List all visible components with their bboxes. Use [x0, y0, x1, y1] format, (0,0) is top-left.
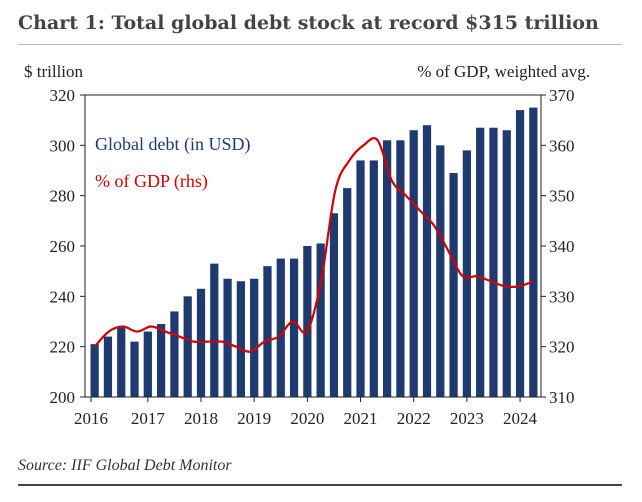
debt-bar	[117, 326, 126, 397]
labels-layer: $ trillion % of GDP, weighted avg. Global …	[24, 62, 590, 192]
debt-bar	[356, 160, 365, 397]
debt-bar	[515, 110, 525, 397]
bottom-divider	[18, 484, 622, 486]
x-tick-label: 2019	[237, 409, 271, 428]
debt-bar	[462, 150, 471, 397]
ticks-layer: 200 220 240 260 280 300 320 310 320 330 340 350 360 3…	[50, 86, 575, 428]
debt-bar	[170, 311, 179, 397]
debt-bar	[183, 296, 192, 397]
debt-bar	[489, 127, 498, 397]
debt-bar	[157, 324, 166, 397]
debt-bar	[316, 243, 325, 397]
left-tick-label: 320	[50, 86, 76, 105]
line-layer	[93, 137, 534, 353]
gdp-ratio-line	[93, 137, 534, 353]
debt-bar	[329, 213, 339, 397]
x-tick-label: 2018	[184, 409, 218, 428]
left-tick-label: 220	[50, 338, 76, 357]
right-tick-label: 310	[549, 388, 575, 407]
debt-bar	[250, 278, 259, 397]
left-axis-label: $ trillion	[24, 62, 84, 81]
debt-bar	[369, 160, 378, 397]
right-tick-label: 370	[549, 86, 575, 105]
left-tick-label: 280	[50, 187, 76, 206]
debt-bar	[103, 336, 113, 397]
x-tick-label: 2020	[290, 409, 324, 428]
debt-bar	[529, 107, 538, 397]
x-tick-label: 2023	[450, 409, 484, 428]
debt-bar	[289, 258, 299, 397]
debt-bar	[436, 145, 445, 397]
debt-bar	[409, 130, 418, 398]
source-note: Source: IIF Global Debt Monitor	[18, 457, 232, 474]
legend-debt: Global debt (in USD)	[95, 134, 250, 155]
debt-bar	[449, 173, 458, 397]
debt-bar	[130, 341, 139, 397]
x-tick-label: 2017	[131, 409, 166, 428]
right-tick-label: 330	[549, 287, 575, 306]
left-tick-label: 240	[50, 287, 76, 306]
debt-bar	[263, 266, 272, 397]
right-tick-label: 360	[549, 136, 575, 155]
debt-bar	[383, 140, 392, 398]
left-tick-label: 260	[50, 237, 76, 256]
debt-bar	[502, 130, 511, 398]
debt-bar	[276, 258, 285, 397]
chart-title: Chart 1: Total global debt stock at reco…	[18, 12, 599, 34]
legend-gdp-ratio: % of GDP (rhs)	[95, 171, 208, 192]
debt-bar	[90, 344, 99, 397]
left-tick-label: 300	[50, 136, 76, 155]
debt-bar	[422, 125, 432, 397]
right-tick-label: 340	[549, 237, 575, 256]
right-tick-label: 350	[549, 187, 575, 206]
x-tick-label: 2016	[74, 409, 108, 428]
left-tick-label: 200	[50, 388, 76, 407]
debt-bar	[396, 140, 405, 398]
debt-bar	[236, 281, 245, 397]
debt-bar	[143, 331, 152, 397]
x-tick-label: 2021	[344, 409, 378, 428]
debt-bar	[303, 246, 312, 397]
right-tick-label: 320	[549, 338, 575, 357]
x-tick-label: 2024	[503, 409, 538, 428]
debt-bar	[210, 263, 219, 397]
bars-layer	[90, 107, 538, 398]
debt-bar	[223, 278, 232, 397]
right-axis-label: % of GDP, weighted avg.	[417, 62, 590, 81]
x-tick-label: 2022	[397, 409, 431, 428]
debt-bar	[476, 127, 485, 397]
title-divider	[18, 44, 622, 45]
debt-bar	[343, 188, 352, 397]
